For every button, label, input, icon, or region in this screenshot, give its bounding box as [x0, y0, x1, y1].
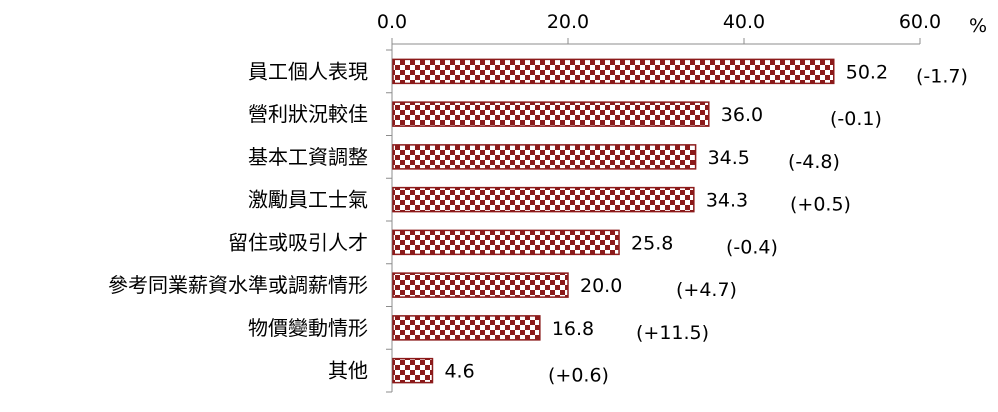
change-label: (+0.5)	[790, 194, 851, 216]
axis-layer: 0.0 20.0 40.0 60.0%	[377, 11, 987, 393]
value-label: 4.6	[444, 361, 474, 383]
category-label: 留住或吸引人才	[228, 230, 368, 254]
change-label: (+0.6)	[548, 365, 609, 387]
bar	[392, 58, 835, 85]
x-tick-label: 0.0	[377, 11, 407, 33]
bar	[392, 315, 541, 341]
category-label: 激勵員工士氣	[248, 188, 368, 212]
value-label: 36.0	[721, 104, 763, 126]
bar	[392, 186, 695, 213]
bars-layer	[392, 58, 835, 384]
bar	[392, 101, 710, 127]
change-label: (-4.8)	[788, 151, 840, 173]
category-label: 參考同業薪資水準或調薪情形	[108, 273, 368, 297]
value-label: 25.8	[631, 232, 673, 254]
x-tick-label: 20.0	[547, 11, 589, 33]
value-label: 34.5	[708, 147, 750, 169]
x-tick-label: 60.0	[899, 11, 941, 33]
value-label: 50.2	[846, 61, 888, 83]
unit-label: %	[969, 15, 987, 37]
x-tick-label: 40.0	[723, 11, 765, 33]
category-label: 其他	[328, 359, 368, 383]
value-label: 16.8	[552, 318, 594, 340]
bar	[392, 357, 434, 384]
labels-layer: 員工個人表現 50.2 (-1.7) 營利狀況較佳 36.0 (-0.1) 基本工資調整 34…	[108, 59, 968, 386]
category-label: 物價變動情形	[248, 316, 368, 340]
bar	[392, 272, 569, 298]
change-label: (-0.4)	[726, 236, 778, 258]
bar	[392, 229, 620, 256]
value-label: 20.0	[580, 275, 622, 297]
change-label: (+11.5)	[636, 322, 709, 344]
bar	[392, 144, 697, 170]
change-label: (-1.7)	[916, 65, 968, 87]
category-label: 營利狀況較佳	[248, 102, 368, 126]
category-label: 基本工資調整	[248, 145, 368, 169]
change-label: (+4.7)	[676, 279, 737, 301]
value-label: 34.3	[706, 190, 748, 212]
category-label: 員工個人表現	[248, 59, 368, 83]
change-label: (-0.1)	[830, 108, 882, 130]
